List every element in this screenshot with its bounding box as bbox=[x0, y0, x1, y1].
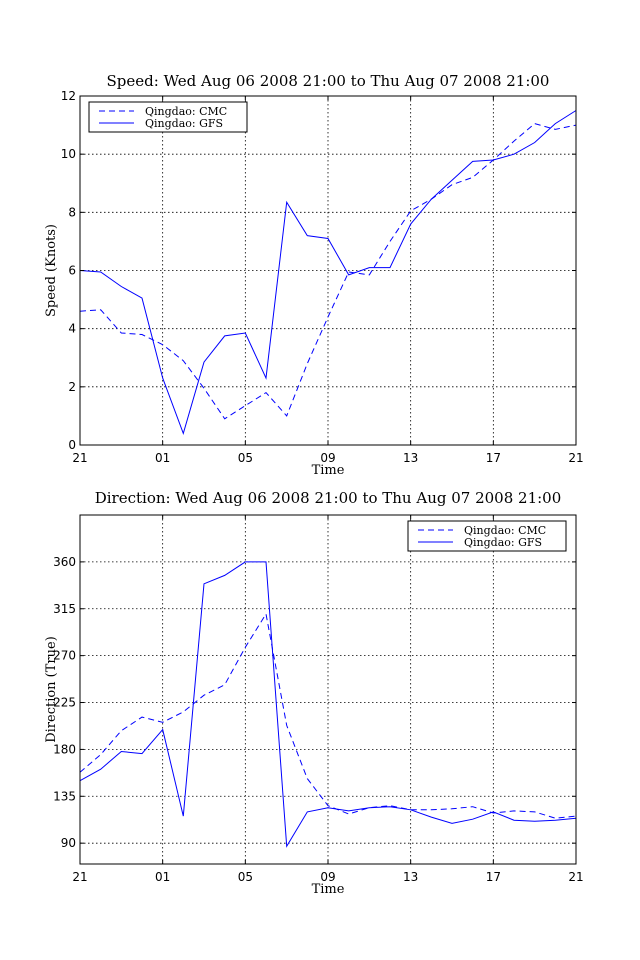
x-tick-label: 17 bbox=[486, 870, 501, 884]
x-axis-label: Time bbox=[312, 882, 345, 897]
y-tick-label: 10 bbox=[61, 147, 76, 161]
x-tick-label: 21 bbox=[568, 870, 583, 884]
x-tick-label: 01 bbox=[155, 870, 170, 884]
chart-1: Speed: Wed Aug 06 2008 21:00 to Thu Aug … bbox=[44, 72, 584, 478]
y-tick-label: 12 bbox=[61, 89, 76, 103]
x-tick-label: 21 bbox=[72, 451, 87, 465]
legend-label: Qingdao: CMC bbox=[464, 524, 546, 537]
y-axis-label: Direction (True) bbox=[44, 636, 59, 743]
x-tick-label: 05 bbox=[238, 451, 253, 465]
y-tick-label: 2 bbox=[68, 380, 76, 394]
series-line-cmc bbox=[79, 612, 577, 819]
legend-box bbox=[88, 101, 248, 133]
x-tick-label: 09 bbox=[320, 870, 335, 884]
series-line-gfs bbox=[79, 561, 577, 848]
series-line-gfs bbox=[79, 110, 577, 435]
chart-2: Direction: Wed Aug 06 2008 21:00 to Thu … bbox=[44, 489, 584, 897]
chart-title: Speed: Wed Aug 06 2008 21:00 to Thu Aug … bbox=[107, 72, 550, 90]
x-axis-label: Time bbox=[312, 463, 345, 478]
x-tick-label: 13 bbox=[403, 870, 418, 884]
legend-label: Qingdao: GFS bbox=[145, 117, 223, 130]
y-tick-label: 180 bbox=[53, 742, 76, 756]
chart-title: Direction: Wed Aug 06 2008 21:00 to Thu … bbox=[95, 489, 562, 507]
x-tick-label: 01 bbox=[155, 451, 170, 465]
legend-label: Qingdao: GFS bbox=[464, 536, 542, 549]
x-tick-label: 21 bbox=[568, 451, 583, 465]
y-tick-label: 4 bbox=[68, 322, 76, 336]
y-tick-label: 360 bbox=[53, 555, 76, 569]
x-tick-label: 13 bbox=[403, 451, 418, 465]
series-line-cmc bbox=[79, 123, 577, 420]
y-tick-label: 135 bbox=[53, 789, 76, 803]
x-tick-label: 17 bbox=[486, 451, 501, 465]
y-tick-label: 270 bbox=[53, 649, 76, 663]
y-tick-label: 225 bbox=[53, 696, 76, 710]
x-tick-label: 21 bbox=[72, 870, 87, 884]
y-axis-label: Speed (Knots) bbox=[44, 224, 59, 317]
y-tick-label: 315 bbox=[53, 602, 76, 616]
y-tick-label: 0 bbox=[68, 438, 76, 452]
y-tick-label: 8 bbox=[68, 205, 76, 219]
legend-box bbox=[407, 520, 567, 552]
legend-label: Qingdao: CMC bbox=[145, 105, 227, 118]
x-tick-label: 09 bbox=[320, 451, 335, 465]
x-tick-label: 05 bbox=[238, 870, 253, 884]
y-tick-label: 90 bbox=[61, 836, 76, 850]
y-tick-label: 6 bbox=[68, 264, 76, 278]
